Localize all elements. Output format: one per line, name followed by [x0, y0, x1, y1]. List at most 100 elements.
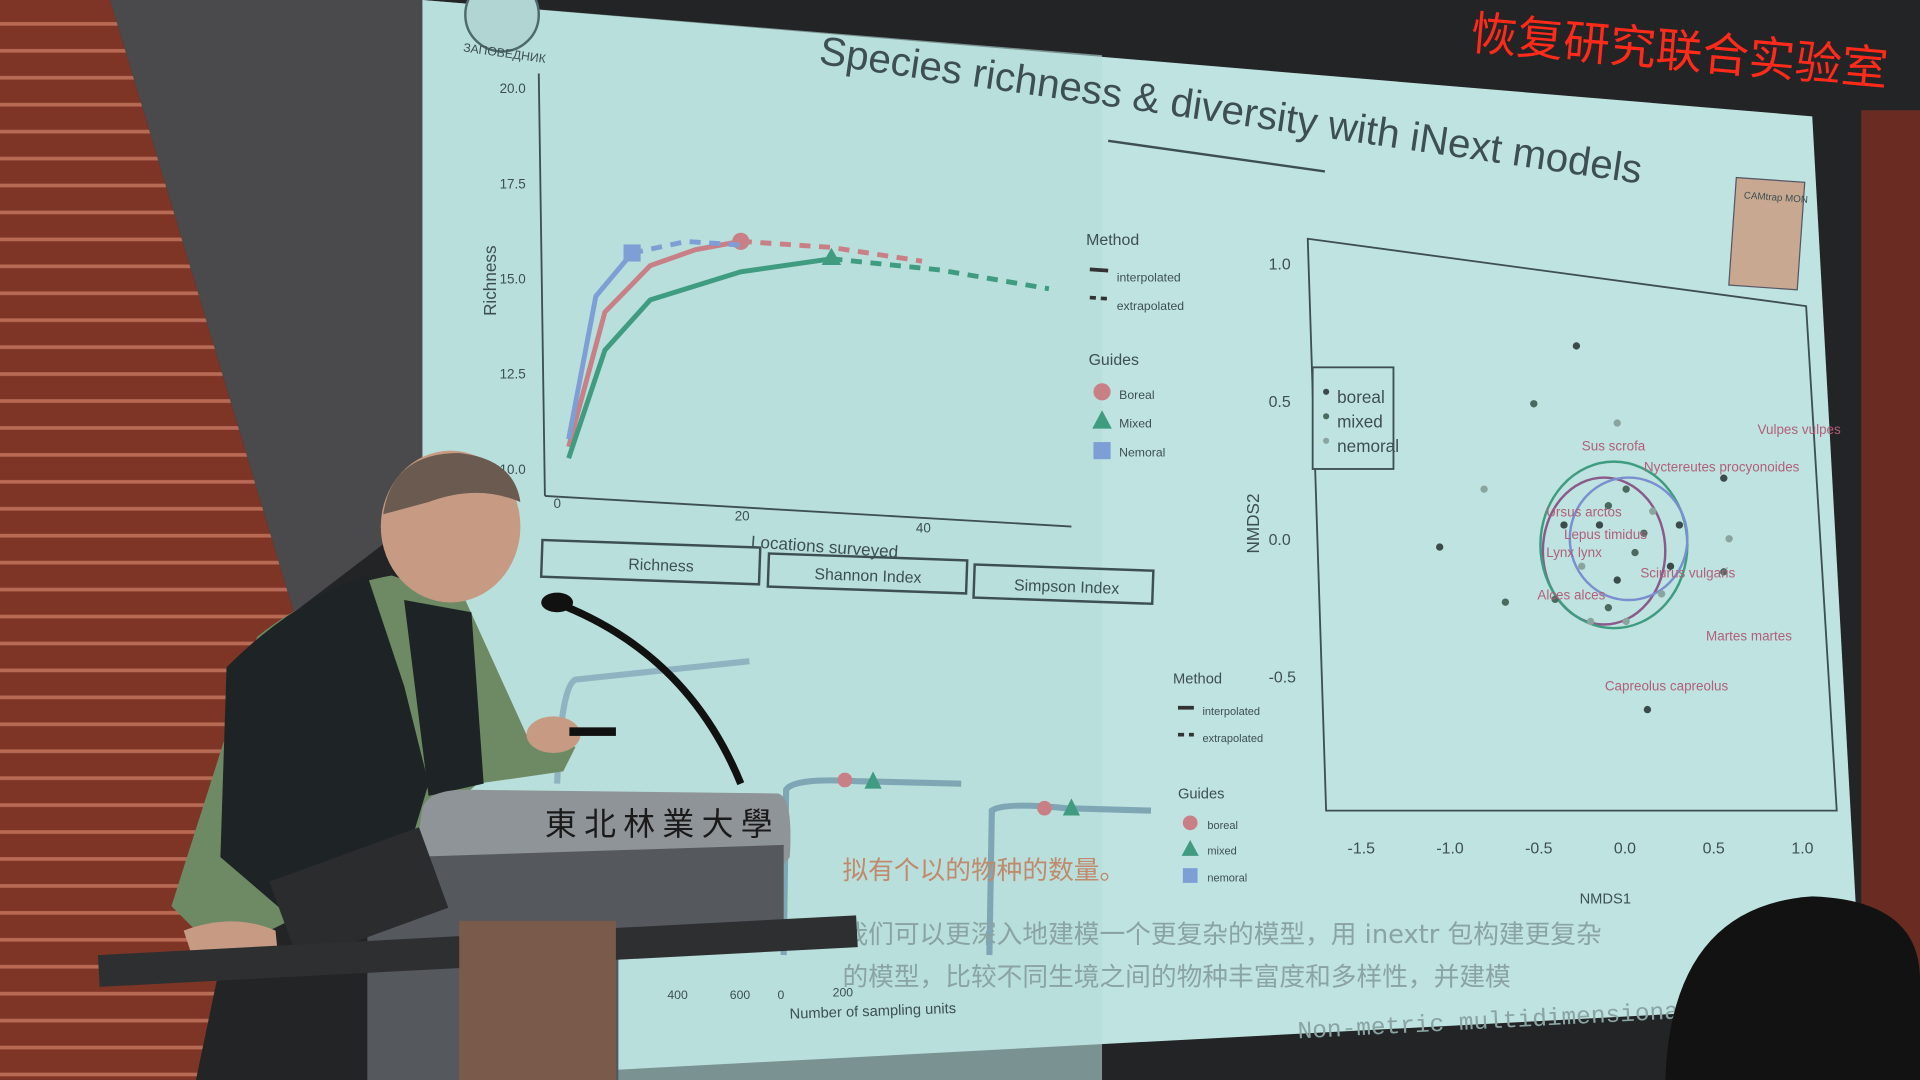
species-label: Lepus timidus — [1564, 527, 1647, 542]
x-tick-label: 0 — [553, 496, 560, 511]
legend-dashed-line — [1089, 295, 1109, 301]
camtrap-logo — [1728, 176, 1806, 291]
y-tick-label: 1.0 — [1269, 256, 1291, 273]
scatter-point — [1551, 595, 1559, 604]
facet-simpson-label: Simpson Index — [1014, 577, 1120, 598]
x-axis-label: NMDS1 — [1580, 892, 1631, 908]
x-tick-label: 20 — [735, 508, 750, 523]
facet-tabs: Richness Shannon Index Simpson Index — [539, 538, 1155, 606]
mixed-marker — [1062, 798, 1080, 816]
y-tick-label: 0.0 — [1269, 532, 1291, 549]
podium-text: 東北林業大學 — [545, 805, 780, 843]
mixed-extrapolated-line — [831, 256, 1050, 292]
microphone — [547, 596, 745, 786]
mixed-marker-icon — [1181, 840, 1199, 856]
subtitle-line-2: 我们可以更深入地建模一个更复杂的模型，用 inextr 包构建更复杂 — [842, 920, 1601, 950]
x-tick-label: -0.5 — [1525, 840, 1553, 857]
scatter-point — [1622, 617, 1630, 626]
species-label: Sciurus vulgaris — [1640, 565, 1735, 580]
boreal-extrapolated-line — [740, 238, 923, 264]
species-label: Vulpes vulpes — [1758, 422, 1842, 437]
boreal-ellipse — [1541, 476, 1667, 626]
mixed-interpolated-line — [566, 256, 832, 459]
x-tick-label: 0.5 — [1703, 840, 1725, 857]
facet-richness-label: Richness — [628, 556, 694, 575]
scatter-point — [1604, 603, 1613, 612]
scatter-point — [1480, 485, 1488, 493]
simpson-facet-curves — [986, 802, 1152, 956]
legend-nemoral: nemoral — [1207, 873, 1247, 885]
scatter-point — [1622, 485, 1630, 493]
scatter-point — [1720, 474, 1728, 482]
nemoral-dot-icon — [1323, 437, 1330, 444]
scatter-point — [1666, 562, 1675, 570]
scatter-point — [1530, 400, 1538, 408]
legend-interpolated: interpolated — [1117, 271, 1181, 285]
legend-guides-title: Guides — [1089, 352, 1139, 369]
legend-solid-line — [1089, 267, 1109, 273]
x-tick-label: -1.5 — [1348, 840, 1376, 857]
scatter-point — [1657, 590, 1666, 598]
y-tick-label: 12.5 — [500, 367, 526, 382]
facet-shannon-label: Shannon Index — [814, 566, 922, 587]
scatter-point — [1578, 562, 1586, 570]
scatter-point — [1586, 617, 1595, 626]
scatter-point — [1725, 535, 1733, 543]
presenter-vest-right — [404, 600, 484, 796]
scatter-point — [1572, 342, 1581, 350]
presenter-hair — [383, 453, 521, 515]
scatter-point — [1649, 507, 1657, 515]
scatter-point — [1640, 529, 1648, 537]
boreal-interpolated-line — [566, 238, 742, 448]
scatter-point — [1613, 576, 1621, 584]
scatter-point — [1613, 419, 1621, 427]
boreal-marker-icon — [1182, 815, 1198, 831]
reserve-logo — [464, 0, 540, 53]
species-label: Lynx lynx — [1546, 545, 1602, 560]
species-label: Alces alces — [1537, 587, 1605, 602]
species-label: Capreolus capreolus — [1605, 678, 1729, 693]
nmds-chart: NMDS2 NMDS1 -1.5 -1.0 -0.5 0.0 0.5 1.0 1.0 0.5 0… — [1243, 237, 1842, 908]
shannon-facet-curves — [780, 777, 962, 956]
nemoral-ellipse — [1568, 476, 1689, 602]
scatter-point — [1560, 521, 1568, 529]
scatter-point — [1675, 521, 1684, 529]
facet-richness — [539, 538, 762, 586]
x-axis-label: Number of sampling units — [789, 1001, 956, 1023]
legend-method-title: Method — [1173, 671, 1222, 687]
nemoral-marker — [623, 244, 641, 262]
species-label: Martes martes — [1706, 629, 1792, 644]
scatter-point — [1720, 568, 1728, 576]
y-tick-label: 20.0 — [500, 81, 526, 96]
x-tick: 0 — [778, 988, 785, 1002]
camtrap-logo-text: CAMtrap MON — [1743, 190, 1808, 205]
nemoral-interpolated-line — [566, 251, 634, 440]
facet-shannon — [766, 552, 969, 595]
title-underline — [1107, 139, 1326, 173]
nemoral-marker-icon — [1093, 442, 1111, 460]
x-tick-label: 1.0 — [1791, 840, 1813, 857]
x-tick-label: 40 — [916, 521, 931, 536]
boreal-marker — [1037, 800, 1052, 816]
subtitle-line-3: 的模型，比较不同生境之间的物种丰富度和多样性，并建模 — [842, 963, 1510, 993]
scatter-point — [1631, 548, 1639, 557]
diversity-facet-chart: Number of sampling units 400 600 0 200 M… — [554, 658, 1263, 1023]
lectern-stand — [459, 920, 616, 1080]
scatter-point — [1595, 521, 1604, 529]
boreal-marker — [732, 232, 750, 250]
legend-interpolated: interpolated — [1202, 706, 1260, 718]
x-axis — [544, 495, 1072, 528]
mixed-marker-icon — [1092, 410, 1112, 429]
y-tick-label: 15.0 — [500, 271, 526, 286]
mixed-dot-icon — [1323, 413, 1330, 420]
presenter — [171, 450, 616, 968]
x-tick-label: 0.0 — [1614, 840, 1636, 857]
microphone-head — [541, 592, 574, 613]
gray-wall-panel — [110, 0, 423, 613]
x-tick: 400 — [667, 988, 688, 1002]
y-tick-label: 17.5 — [500, 176, 526, 191]
species-label: Sus scrofa — [1582, 439, 1646, 454]
x-tick-label: -1.0 — [1436, 840, 1464, 857]
nemoral-marker-icon — [1182, 868, 1198, 883]
